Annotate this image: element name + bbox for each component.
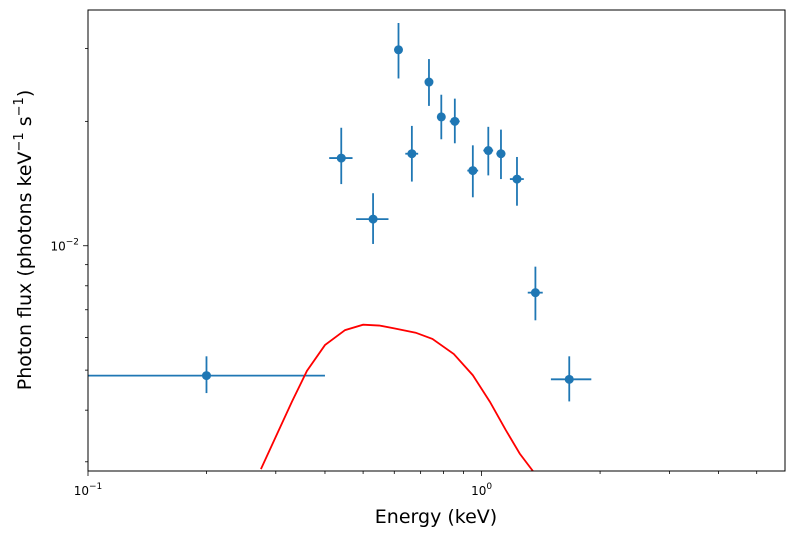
x-axis-label: Energy (keV) <box>375 506 497 528</box>
data-point <box>424 59 434 106</box>
y-axis-label: Photon flux (photons keV−1 s−1) <box>12 90 36 391</box>
point-marker <box>336 153 346 163</box>
point-marker <box>450 116 460 126</box>
data-point <box>509 156 524 206</box>
plot-frame <box>87 9 786 472</box>
data-point <box>550 356 592 402</box>
data-point <box>467 145 479 198</box>
point-marker <box>468 166 478 176</box>
data-point <box>405 125 419 182</box>
point-marker <box>393 45 403 55</box>
point-marker <box>368 214 378 224</box>
point-marker <box>564 374 574 384</box>
data-point <box>393 23 403 79</box>
data-point <box>329 127 353 185</box>
point-marker <box>436 112 446 122</box>
point-marker <box>512 174 522 184</box>
data-point <box>356 193 389 244</box>
point-marker <box>407 149 417 159</box>
point-marker <box>201 371 211 381</box>
point-marker <box>483 146 493 156</box>
point-marker <box>530 288 540 298</box>
data-point <box>483 126 494 176</box>
data-point <box>88 356 325 394</box>
y-tick-label: 10−2 <box>50 238 79 254</box>
data-point <box>496 129 506 180</box>
data-point <box>449 98 460 144</box>
data-point <box>527 266 543 321</box>
point-marker <box>424 77 434 87</box>
x-tick-label: 10−1 <box>74 482 103 498</box>
model-curve <box>260 323 534 471</box>
point-marker <box>496 149 506 159</box>
x-tick-label: 100 <box>471 482 492 498</box>
data-point <box>436 94 446 140</box>
